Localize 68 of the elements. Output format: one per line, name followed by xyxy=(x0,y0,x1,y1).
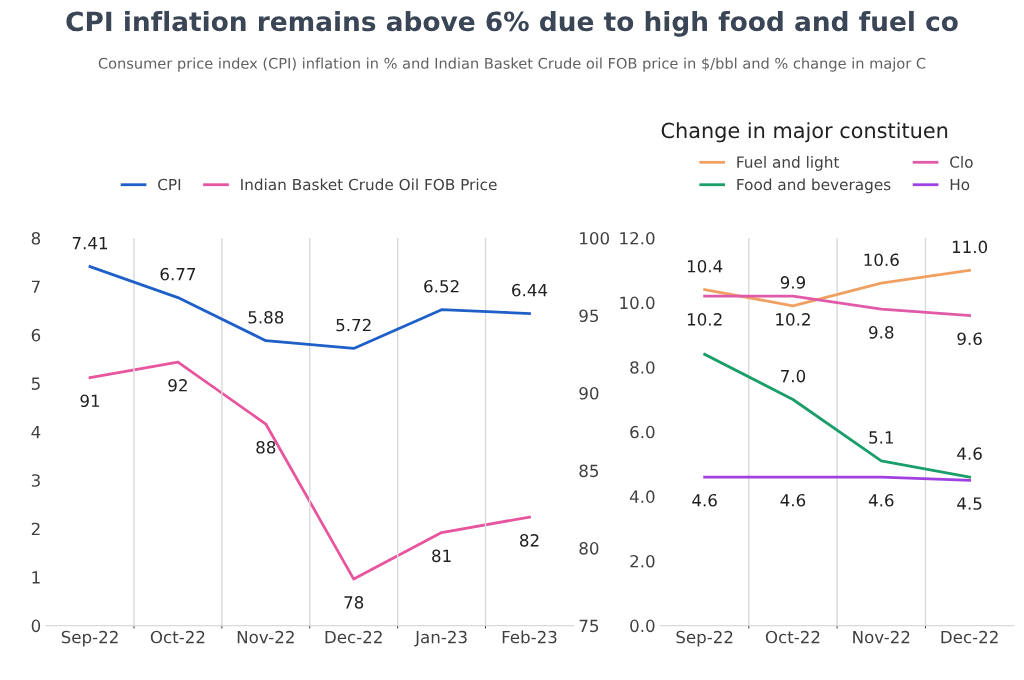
y-tick-label: 0 xyxy=(31,619,41,633)
chart-title: Change in major constituen xyxy=(661,122,948,143)
y-tick-label: 8.0 xyxy=(630,361,655,374)
data-label: 10.6 xyxy=(864,253,899,267)
y-tick-label: 4 xyxy=(31,425,41,439)
y-tick-label: 10.0 xyxy=(620,296,655,310)
data-label: 9.8 xyxy=(869,326,894,339)
y-tick-label: 0.0 xyxy=(630,619,655,633)
y-tick-label: 7 xyxy=(31,280,40,293)
data-label: 7.0 xyxy=(781,369,806,383)
chart-title: CPI inflation remains above 6% due to high food and fuel co xyxy=(66,10,958,37)
data-label: 4.6 xyxy=(780,493,806,507)
y2-tick-label: 75 xyxy=(579,619,599,633)
data-label: 92 xyxy=(168,378,187,392)
x-tick-label: Oct-22 xyxy=(765,630,820,644)
x-tick-label: Sep-22 xyxy=(61,630,118,647)
x-tick-label: Feb-23 xyxy=(502,630,557,644)
data-label: 10.2 xyxy=(687,313,722,326)
data-label: 10.4 xyxy=(687,259,723,273)
y-tick-label: 3 xyxy=(31,474,40,487)
legend-label: Clo xyxy=(950,156,973,168)
x-tick-label: Dec-22 xyxy=(941,630,998,644)
data-label: 5.1 xyxy=(869,431,893,444)
data-label: 82 xyxy=(520,534,539,547)
data-label: 4.6 xyxy=(692,493,717,507)
x-tick-label: Nov-22 xyxy=(853,630,910,644)
data-label: 6.77 xyxy=(160,267,196,281)
data-label: 88 xyxy=(256,441,276,454)
y-tick-label: 5 xyxy=(31,377,40,390)
data-label: 91 xyxy=(80,394,100,408)
y-tick-label: 6.0 xyxy=(630,425,655,439)
legend-label: Fuel and light xyxy=(737,156,840,171)
y2-tick-label: 90 xyxy=(579,387,599,400)
data-label: 78 xyxy=(344,596,364,609)
data-label: 11.0 xyxy=(952,240,988,254)
y-tick-label: 2 xyxy=(31,522,40,536)
data-label: 9.6 xyxy=(957,332,982,346)
data-label: 5.72 xyxy=(336,318,371,332)
y2-tick-label: 95 xyxy=(579,309,599,323)
y-tick-label: 6 xyxy=(31,328,41,342)
y2-tick-label: 85 xyxy=(579,464,599,478)
x-tick-label: Nov-22 xyxy=(237,630,294,644)
data-label: 6.44 xyxy=(512,283,548,297)
x-tick-label: Jan-23 xyxy=(414,630,467,647)
y2-tick-label: 100 xyxy=(580,231,610,245)
x-tick-label: Dec-22 xyxy=(325,630,382,644)
data-label: 81 xyxy=(432,549,451,563)
data-label: 5.88 xyxy=(248,310,284,324)
data-label: 4.6 xyxy=(957,447,982,460)
y-tick-label: 8 xyxy=(31,231,41,245)
legend-label: Ho xyxy=(950,178,970,191)
legend-label: Food and beverages xyxy=(737,178,891,194)
legend-label: CPI xyxy=(158,178,181,191)
data-label: 7.41 xyxy=(72,237,108,250)
data-label: 10.2 xyxy=(776,313,810,326)
y-tick-label: 2.0 xyxy=(630,554,655,568)
y-tick-label: 4.0 xyxy=(629,490,655,503)
chart-subtitle: Consumer price index (CPI) inflation in % and Indian Basket Crude oil FOB price in $/bbl and % change in major C xyxy=(98,57,926,72)
legend-label: Indian Basket Crude Oil FOB Price xyxy=(241,178,497,191)
x-tick-label: Sep-22 xyxy=(676,630,733,647)
data-label: 4.5 xyxy=(957,497,982,510)
x-tick-label: Oct-22 xyxy=(150,630,205,644)
y-tick-label: 12.0 xyxy=(620,231,655,245)
data-label: 9.9 xyxy=(780,276,806,289)
y-tick-label: 1 xyxy=(32,571,40,584)
data-label: 4.6 xyxy=(868,493,894,507)
y2-tick-label: 80 xyxy=(579,542,599,555)
data-label: 6.52 xyxy=(424,279,459,293)
